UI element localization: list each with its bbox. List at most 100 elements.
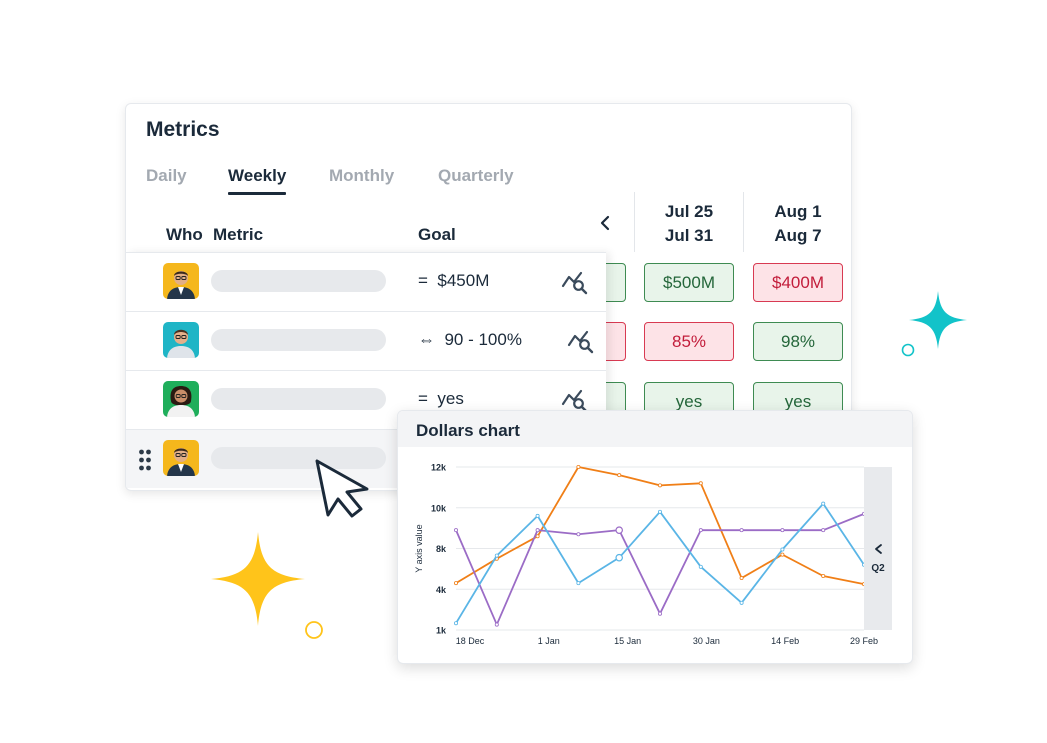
value-cell[interactable]: $500M [644,263,734,302]
goal-amount: $450M [437,271,490,290]
chevron-left-icon[interactable] [599,215,613,231]
data-point [780,552,785,557]
x-tick-label: 18 Dec [456,636,485,646]
tab-quarterly[interactable]: Quarterly [438,166,514,185]
y-tick-label: 12k [431,463,447,473]
metric-name-placeholder [211,270,386,292]
metric-name-placeholder [211,388,386,410]
y-axis-label: Y axis value [414,524,424,572]
series-line [455,502,865,624]
x-tick-label: 29 Feb [850,636,878,646]
goal-amount: yes [437,389,464,408]
value-cell[interactable]: 85% [644,322,734,361]
avatar [163,381,199,417]
side-panel-label: Q2 [871,563,885,574]
metric-name-placeholder [211,447,386,469]
x-tick-label: 1 Jan [538,636,560,646]
y-tick-label: 8k [436,544,447,554]
data-point [576,581,581,586]
trend-search-icon[interactable] [561,267,589,295]
data-point [657,509,662,514]
highlighted-point [615,553,624,562]
value-cell[interactable]: $400M [753,263,843,302]
tab-weekly[interactable]: Weekly [228,166,287,195]
data-point [821,574,826,579]
table-row[interactable]: = yes [126,370,606,429]
data-point [454,528,459,533]
data-point [576,532,581,537]
data-point [780,528,785,533]
metric-name-placeholder [211,329,386,351]
data-point [576,464,581,469]
metrics-title: Metrics [146,118,220,141]
data-point [739,528,744,533]
series-line [455,513,865,626]
period-header-aug1: Aug 1 Aug 7 [744,192,851,252]
table-row[interactable]: ⇔ 90 - 100% [126,311,606,370]
avatar [163,322,199,358]
period-end: Jul 31 [664,226,714,245]
data-point [698,481,703,486]
data-point [494,622,499,627]
line-chart[interactable]: 1k 4k 8k 10k 12k Y axis value 18 Dec 1 Jan 15 Ja… [398,447,913,664]
data-point [535,534,540,539]
sparkle-yellow-icon [211,532,305,626]
column-header-metric: Metric [213,225,264,244]
data-point [657,611,662,616]
period-end: Aug 7 [774,226,822,245]
column-header-goal: Goal [418,225,456,244]
data-point [739,600,744,605]
metrics-card: Metrics Daily Weekly Monthly Quarterly W… [125,103,852,491]
period-divider [634,192,635,252]
period-header-jul25: Jul 25 Jul 31 [635,192,743,252]
ring-teal-icon [901,343,915,357]
goal-symbol: = [418,389,428,408]
data-point [494,553,499,558]
data-point [454,621,459,626]
sparkle-teal-icon [909,291,967,349]
period-divider [743,192,744,252]
data-point [698,528,703,533]
period-start: Aug 1 [774,202,822,221]
mouse-pointer-icon [315,459,369,518]
data-point [821,528,826,533]
goal-value: = yes [418,389,464,409]
data-point [780,547,785,552]
goal-value: = $450M [418,271,489,291]
data-point [617,473,622,478]
goal-symbol: ⇔ [418,330,435,349]
avatar [163,263,199,299]
goal-value: ⇔ 90 - 100% [418,330,522,350]
chevron-left-icon[interactable] [875,544,882,554]
avatar [163,440,199,476]
trend-search-icon[interactable] [567,326,595,354]
trend-search-icon[interactable] [561,385,589,413]
chart-card: Dollars chart 1k 4k 8k 10k 12k Y axis value 18… [397,410,913,664]
drag-handle-icon[interactable] [138,448,152,472]
y-tick-label: 1k [436,626,447,636]
highlighted-point [615,526,624,534]
y-tick-label: 10k [431,503,447,513]
data-point [821,501,826,506]
data-point [657,483,662,488]
goal-amount: 90 - 100% [444,330,522,349]
table-row[interactable]: = $450M [126,252,606,311]
column-header-who: Who [166,225,203,244]
period-start: Jul 25 [664,202,714,221]
y-tick-label: 4k [436,585,447,595]
tab-monthly[interactable]: Monthly [329,166,395,185]
x-tick-label: 30 Jan [693,636,720,646]
value-cell[interactable]: 98% [753,322,843,361]
data-point [698,564,703,569]
data-point [535,513,540,518]
tab-daily[interactable]: Daily [146,166,187,185]
chart-header: Dollars chart [398,411,912,447]
goal-symbol: = [418,271,428,290]
data-point [454,581,459,586]
data-point [739,576,744,581]
chart-title: Dollars chart [416,421,520,440]
ring-yellow-icon [305,621,323,639]
x-tick-label: 15 Jan [614,636,641,646]
data-point [535,528,540,533]
x-tick-label: 14 Feb [771,636,799,646]
